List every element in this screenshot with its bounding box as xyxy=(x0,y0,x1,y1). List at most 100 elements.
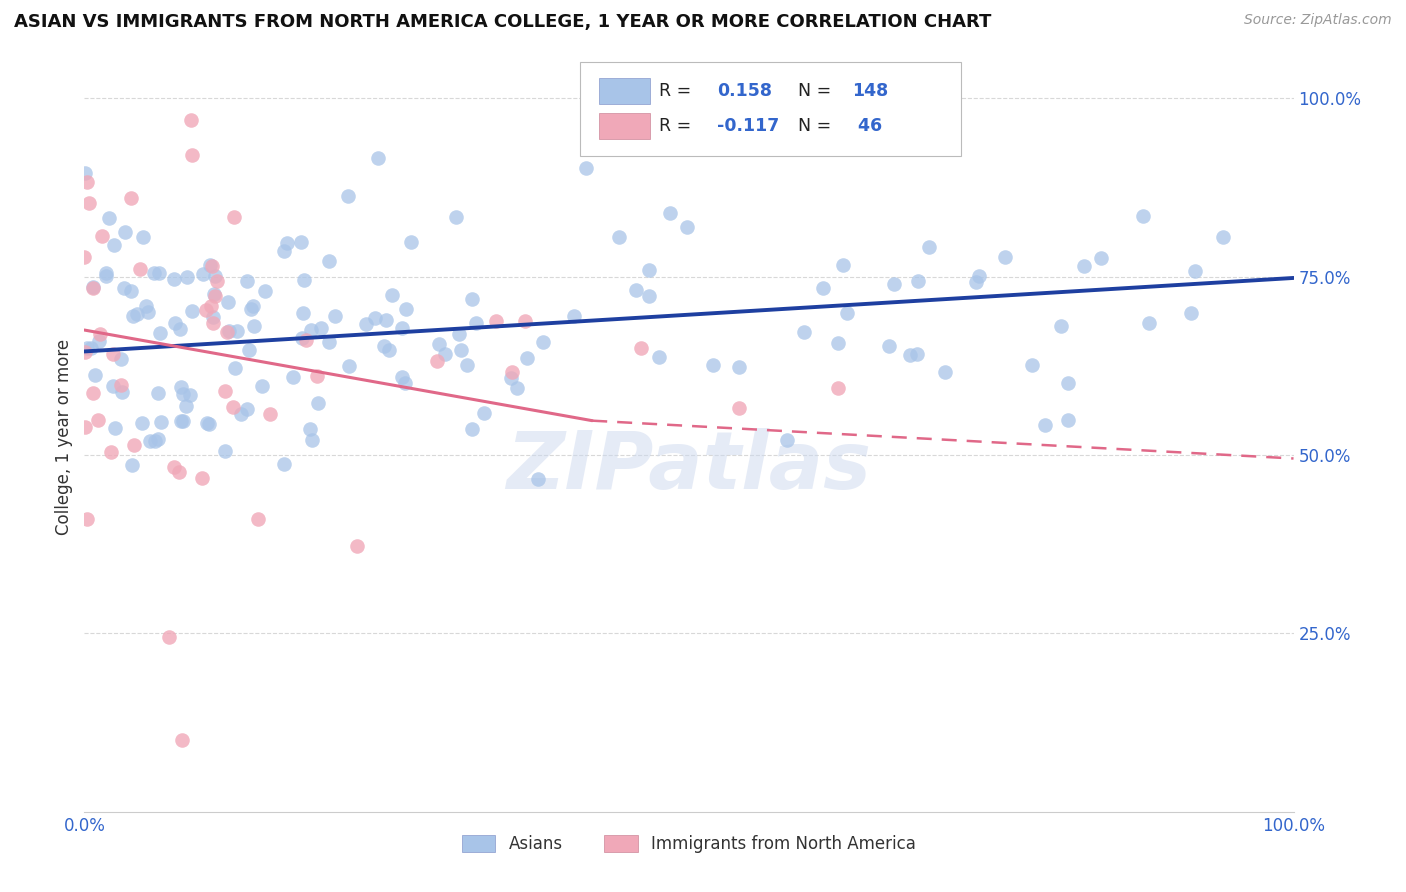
Point xyxy=(146,385,169,400)
Point xyxy=(727,401,749,416)
Point xyxy=(290,235,312,249)
Point xyxy=(702,359,724,373)
Point xyxy=(84,368,107,383)
Point xyxy=(101,347,124,361)
Point xyxy=(323,309,346,323)
Point xyxy=(242,318,264,333)
Point xyxy=(103,379,125,393)
Point xyxy=(505,380,527,394)
Point xyxy=(295,333,318,347)
Text: R =: R = xyxy=(659,117,690,135)
Point xyxy=(172,414,194,428)
Point xyxy=(104,420,127,434)
Text: Source: ZipAtlas.com: Source: ZipAtlas.com xyxy=(1244,13,1392,28)
Point xyxy=(513,314,536,328)
Point xyxy=(225,324,247,338)
Point xyxy=(311,321,333,335)
Point xyxy=(103,237,125,252)
Point xyxy=(283,369,305,384)
Point xyxy=(364,310,387,325)
Point xyxy=(76,175,98,189)
Text: N =: N = xyxy=(797,82,831,100)
Point xyxy=(562,310,585,324)
Text: ZIPatlas: ZIPatlas xyxy=(506,428,872,506)
Point xyxy=(87,334,110,348)
Point xyxy=(1184,263,1206,277)
Point xyxy=(77,196,100,211)
Point xyxy=(776,433,799,447)
Point xyxy=(191,470,214,484)
Point xyxy=(1056,376,1078,390)
Point xyxy=(898,348,921,362)
Point xyxy=(381,288,404,302)
Point xyxy=(181,148,204,162)
Point xyxy=(100,445,122,459)
Text: ASIAN VS IMMIGRANTS FROM NORTH AMERICA COLLEGE, 1 YEAR OR MORE CORRELATION CHART: ASIAN VS IMMIGRANTS FROM NORTH AMERICA C… xyxy=(14,13,991,31)
Point xyxy=(575,161,598,175)
Point xyxy=(883,277,905,292)
Point xyxy=(630,341,652,355)
Point xyxy=(1090,252,1112,266)
Point xyxy=(307,396,329,410)
Point xyxy=(624,283,647,297)
Point xyxy=(934,365,956,379)
Point xyxy=(1132,209,1154,223)
Point xyxy=(191,268,214,282)
Point xyxy=(292,273,315,287)
FancyBboxPatch shape xyxy=(599,78,650,103)
Point xyxy=(112,281,135,295)
Point xyxy=(250,379,273,393)
Point xyxy=(346,539,368,553)
Point xyxy=(73,420,96,434)
Point xyxy=(527,472,550,486)
Point xyxy=(218,324,240,338)
Point xyxy=(877,339,900,353)
Point xyxy=(76,512,98,526)
Point xyxy=(121,309,143,323)
Point xyxy=(607,230,630,244)
Point xyxy=(444,211,467,225)
Point xyxy=(461,293,484,307)
Point xyxy=(82,280,104,294)
Point xyxy=(201,260,224,274)
Point xyxy=(236,274,259,288)
Point xyxy=(461,422,484,436)
Point xyxy=(434,347,457,361)
Point xyxy=(501,365,523,379)
Point xyxy=(80,341,103,355)
Point xyxy=(391,369,413,384)
Point xyxy=(114,225,136,239)
Point xyxy=(242,299,264,313)
Point xyxy=(917,240,939,254)
Point xyxy=(375,312,398,326)
Point xyxy=(337,359,360,374)
Point xyxy=(1137,316,1160,330)
Point xyxy=(73,344,96,359)
Point xyxy=(73,250,96,264)
Text: N =: N = xyxy=(797,117,831,135)
Point xyxy=(170,733,193,747)
Point xyxy=(253,285,276,299)
Point xyxy=(195,416,218,430)
Point xyxy=(531,335,554,350)
Point xyxy=(205,274,228,288)
Point xyxy=(82,386,104,401)
Point xyxy=(122,437,145,451)
Point xyxy=(259,407,281,421)
Point xyxy=(464,316,486,330)
Point xyxy=(198,417,221,432)
Point xyxy=(135,299,157,313)
Point xyxy=(638,263,661,277)
Point xyxy=(1212,230,1234,244)
Point xyxy=(648,350,671,364)
Point xyxy=(367,151,389,165)
Point xyxy=(1073,259,1095,273)
Point xyxy=(165,316,187,330)
Point xyxy=(222,401,245,415)
Point xyxy=(485,313,508,327)
Point xyxy=(214,384,236,399)
Point xyxy=(89,327,111,342)
Point xyxy=(120,191,142,205)
Point xyxy=(474,406,496,420)
Point xyxy=(76,341,98,355)
